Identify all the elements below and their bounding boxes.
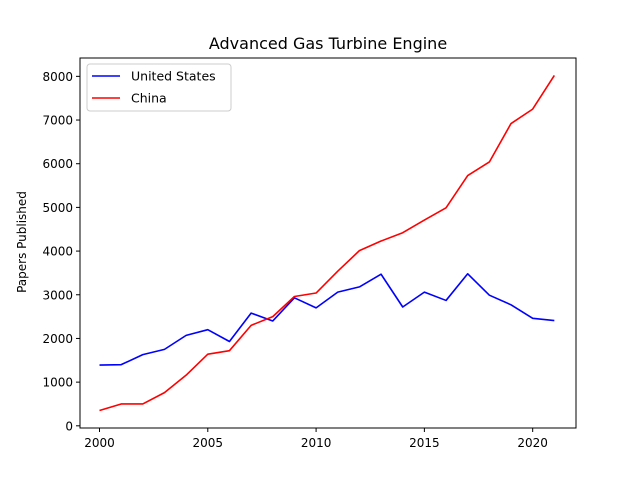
y-tick-label: 8000 [42, 70, 73, 84]
y-tick-label: 6000 [42, 157, 73, 171]
legend-label-united-states: United States [131, 69, 216, 84]
legend: United States China [86, 63, 232, 112]
y-tick-label: 7000 [42, 114, 73, 128]
x-axis: 2000 2005 2010 2015 2020 [84, 428, 548, 450]
x-tick-label: 2000 [84, 436, 115, 450]
y-tick-label: 1000 [42, 376, 73, 390]
x-tick-label: 2005 [193, 436, 224, 450]
legend-box [86, 63, 232, 112]
y-tick-label: 3000 [42, 288, 73, 302]
y-tick-label: 2000 [42, 332, 73, 346]
x-tick-label: 2010 [301, 436, 332, 450]
y-tick-label: 4000 [42, 245, 73, 259]
y-tick-label: 5000 [42, 201, 73, 215]
series-line-united-states [99, 272, 555, 366]
y-tick-label: 0 [65, 419, 73, 433]
series-line-china [99, 75, 556, 412]
y-axis-label: Papers Published [15, 191, 29, 293]
x-tick-label: 2015 [409, 436, 440, 450]
plot-lines [99, 75, 556, 412]
x-tick-label: 2020 [517, 436, 548, 450]
legend-label-china: China [131, 91, 167, 106]
plot-area-frame [79, 57, 577, 429]
y-axis: 0 1000 2000 3000 4000 5000 6000 7000 8000 [42, 70, 80, 433]
chart-title: Advanced Gas Turbine Engine [209, 34, 447, 53]
